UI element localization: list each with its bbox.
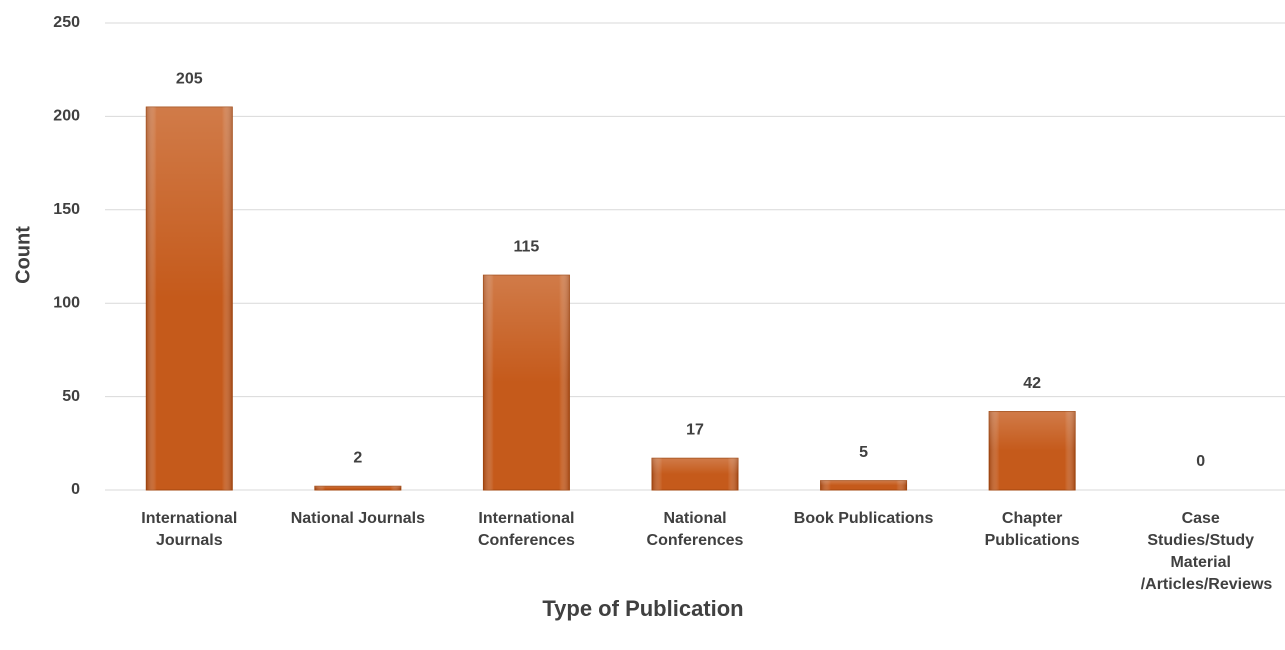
bar xyxy=(988,411,1076,491)
bar xyxy=(820,480,908,491)
bar xyxy=(651,457,739,491)
bar xyxy=(145,106,233,491)
x-axis-title: Type of Publication xyxy=(542,596,743,621)
x-tick-label: International Conferences xyxy=(477,510,575,549)
bar xyxy=(482,274,570,491)
value-label: 115 xyxy=(514,238,540,255)
value-label: 17 xyxy=(686,421,704,438)
x-tick-label: Book Publications xyxy=(793,510,934,527)
value-label: 42 xyxy=(1023,375,1041,392)
y-tick-label: 200 xyxy=(53,108,80,125)
x-tick-label: International Journals xyxy=(141,510,238,549)
bar xyxy=(314,485,402,491)
value-label: 5 xyxy=(859,444,868,461)
value-label: 0 xyxy=(1196,453,1205,470)
x-tick-label: Chapter Publications xyxy=(984,510,1080,549)
value-label: 205 xyxy=(176,70,203,87)
value-label: 2 xyxy=(353,449,362,466)
y-tick-label: 250 xyxy=(53,14,80,31)
x-tick-label: National Journals xyxy=(290,510,425,527)
y-tick-label: 100 xyxy=(53,294,80,311)
y-tick-label: 50 xyxy=(62,388,80,405)
y-axis-title: Count xyxy=(12,226,34,284)
x-tick-label: National Conferences xyxy=(646,510,744,549)
x-tick-label: Case Studies/Study Material /Articles/Re… xyxy=(1140,510,1273,593)
y-tick-label: 150 xyxy=(53,201,80,218)
y-tick-label: 0 xyxy=(71,481,80,498)
